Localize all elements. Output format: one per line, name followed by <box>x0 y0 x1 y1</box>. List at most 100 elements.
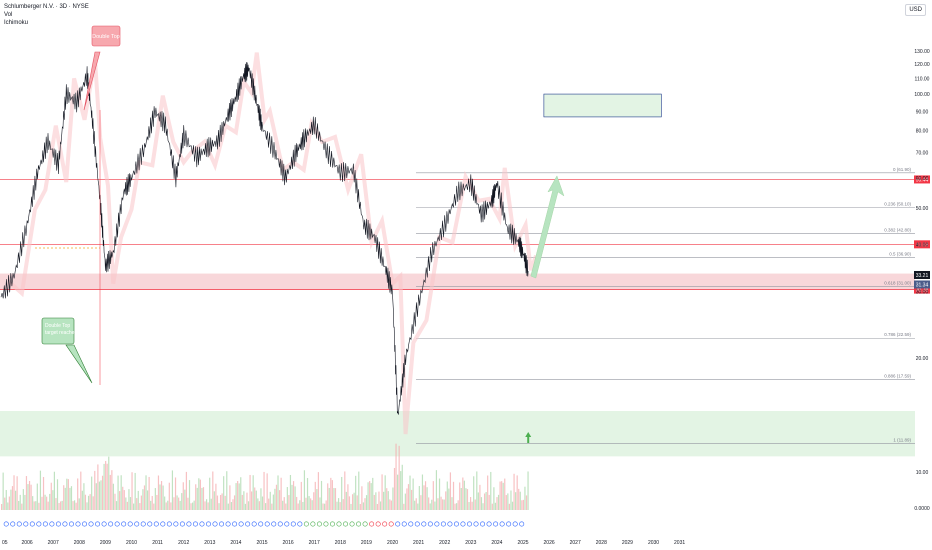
double-top-callout[interactable]: Double Top <box>83 25 121 111</box>
indicator-vol[interactable]: Vol <box>4 12 13 18</box>
x-tick-label: 2014 <box>230 540 241 546</box>
event-icon <box>277 521 283 527</box>
x-tick-label: 2022 <box>439 540 450 546</box>
volume-bar <box>95 483 97 510</box>
volume-bar <box>184 489 186 510</box>
volume-bar <box>499 481 501 510</box>
volume-bar <box>238 483 240 510</box>
volume-bar <box>457 500 459 510</box>
event-icon <box>121 521 127 527</box>
volume-bar <box>477 492 479 510</box>
volume-bar <box>485 492 487 510</box>
x-tick-label: 2023 <box>465 540 476 546</box>
volume-bar <box>333 488 335 510</box>
volume-bar <box>282 500 284 510</box>
volume-bar <box>33 501 35 510</box>
x-tick-label: 2027 <box>570 540 581 546</box>
volume-bar <box>491 503 493 510</box>
volume-bar <box>185 471 188 510</box>
volume-bar <box>269 491 271 510</box>
volume-bar <box>42 476 45 510</box>
volume-bar <box>122 486 124 510</box>
volume-bar <box>395 443 397 510</box>
volume-bar <box>521 500 523 510</box>
volume-bar <box>63 485 65 510</box>
volume-bar <box>462 477 464 510</box>
volume-bar <box>451 497 453 510</box>
volume-bar <box>296 496 298 510</box>
event-icon <box>88 521 94 527</box>
volume-bar <box>356 495 358 510</box>
symbol-title[interactable]: Schlumberger N.V. · 3D · NYSE <box>4 4 89 10</box>
volume-bar <box>123 490 125 510</box>
volume-bar <box>27 484 29 510</box>
volume-bar <box>128 489 130 510</box>
volume-bar <box>115 501 118 510</box>
y-tick-label: 100.00 <box>914 92 930 98</box>
volume-bar <box>219 495 222 510</box>
volume-bar <box>109 474 111 510</box>
volume-bar <box>36 483 38 510</box>
volume-bar <box>64 487 66 510</box>
volume-bar <box>431 499 433 510</box>
volume-bar <box>173 497 175 510</box>
volume-bar <box>232 499 234 510</box>
event-icon <box>251 521 257 527</box>
event-icon <box>62 521 68 527</box>
volume-bar <box>415 498 417 510</box>
event-icon <box>173 521 179 527</box>
event-icon <box>219 521 225 527</box>
indicator-ichimoku[interactable]: Ichimoku <box>4 20 29 26</box>
volume-bar <box>47 501 49 510</box>
volume-bar <box>167 500 169 510</box>
event-icon <box>369 521 375 527</box>
volume-bar <box>143 485 146 510</box>
event-icon <box>3 521 9 527</box>
volume-bar <box>252 475 254 510</box>
volume-bar <box>389 499 391 510</box>
currency-button[interactable]: USD <box>905 4 926 16</box>
event-icon <box>303 521 309 527</box>
volume-bar <box>187 497 189 510</box>
volume-bar <box>507 493 509 510</box>
x-tick-label: 2025 <box>517 540 528 546</box>
double-top-label: Double Top <box>92 34 120 40</box>
event-icon <box>401 521 407 527</box>
x-tick-label: 2018 <box>335 540 346 546</box>
volume-bar <box>297 503 299 510</box>
volume-bar <box>8 496 10 510</box>
volume-bar <box>81 490 83 510</box>
volume-bar <box>473 476 475 510</box>
volume-bar <box>92 496 94 510</box>
volume-bar <box>337 498 340 510</box>
volume-bar <box>525 495 528 510</box>
volume-bar <box>53 471 56 510</box>
target-reached-callout[interactable]: Double Top target reached <box>41 317 93 384</box>
volume-bar <box>271 503 273 510</box>
volume-bar <box>370 483 372 510</box>
volume-bar <box>258 501 260 510</box>
event-icon <box>421 521 427 527</box>
volume-bar <box>275 484 278 510</box>
volume-bar <box>490 471 492 510</box>
event-icon <box>186 521 192 527</box>
event-icon <box>68 521 74 527</box>
support-zone <box>0 411 915 457</box>
x-tick-label: 2009 <box>100 540 111 546</box>
volume-bar <box>527 471 529 510</box>
x-tick-label: 2031 <box>674 540 685 546</box>
volume-bar <box>30 484 32 510</box>
volume-bar <box>355 475 357 510</box>
y-tick-label: 60.00 <box>916 176 929 182</box>
event-icon <box>101 521 107 527</box>
volume-bar <box>424 481 427 510</box>
event-icon <box>290 521 296 527</box>
volume-bar <box>150 500 152 510</box>
volume-bar <box>330 477 332 510</box>
volume-bar <box>148 476 150 510</box>
volume-bar <box>410 489 413 510</box>
volume-bar <box>261 496 264 510</box>
volume-bar <box>215 483 217 510</box>
volume-bar <box>466 489 469 510</box>
